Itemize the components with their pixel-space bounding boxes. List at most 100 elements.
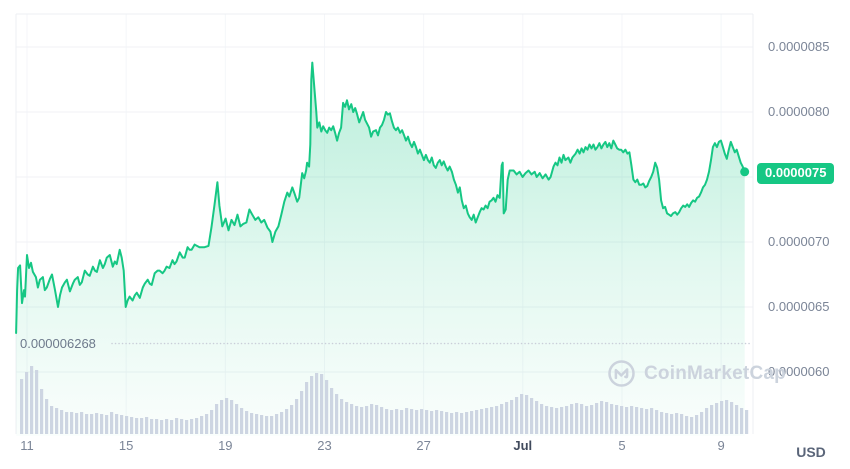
volume-bar (455, 412, 459, 434)
volume-bar (540, 404, 544, 434)
volume-bar (610, 404, 614, 434)
volume-bar (630, 406, 634, 434)
volume-bar (740, 408, 744, 434)
volume-bar (635, 407, 639, 434)
volume-bar (60, 410, 64, 434)
volume-bar (375, 405, 379, 434)
watermark-text: CoinMarketCap (644, 363, 786, 384)
volume-bar (460, 413, 464, 434)
volume-bar (585, 406, 589, 434)
volume-bar (705, 408, 709, 434)
volume-bar (80, 412, 84, 434)
volume-bar (640, 408, 644, 434)
volume-bar (495, 406, 499, 434)
volume-bar (280, 412, 284, 434)
volume-bar (35, 370, 39, 434)
volume-bar (525, 395, 529, 434)
volume-bar (665, 413, 669, 434)
volume-bar (500, 404, 504, 434)
volume-bar (620, 406, 624, 434)
volume-bar (590, 405, 594, 434)
volume-bar (170, 420, 174, 434)
volume-bar (735, 405, 739, 434)
volume-bar (700, 412, 704, 434)
volume-bar (130, 417, 134, 434)
volume-bar (465, 412, 469, 434)
volume-bar (655, 410, 659, 434)
volume-bar (175, 418, 179, 434)
volume-bar (310, 376, 314, 434)
volume-bar (420, 409, 424, 434)
volume-bar (160, 420, 164, 434)
volume-bar (550, 407, 554, 434)
y-tick-label: 0.0000060 (768, 364, 830, 379)
volume-bar (95, 413, 99, 434)
volume-bar (235, 404, 239, 434)
volume-bar (535, 401, 539, 434)
volume-bar (475, 410, 479, 434)
volume-bar (385, 409, 389, 434)
volume-bar (675, 413, 679, 434)
volume-bar (365, 406, 369, 434)
volume-bar (410, 409, 414, 434)
volume-bar (45, 399, 49, 434)
volume-bar (510, 400, 514, 434)
volume-bar (300, 391, 304, 434)
volume-bar (595, 403, 599, 434)
volume-bar (315, 373, 319, 434)
volume-bar (565, 406, 569, 434)
volume-bar (615, 405, 619, 434)
volume-bar (40, 389, 44, 434)
volume-bar (255, 414, 259, 434)
volume-bar (505, 402, 509, 434)
volume-bar (570, 404, 574, 434)
volume-bar (275, 414, 279, 434)
volume-bar (195, 418, 199, 434)
volume-bar (270, 416, 274, 434)
volume-bar (180, 419, 184, 434)
volume-bar (20, 379, 24, 434)
volume-bar (335, 394, 339, 434)
volume-bar (290, 405, 294, 434)
volume-bar (75, 413, 79, 434)
x-tick-label: 15 (118, 438, 134, 453)
volume-bar (360, 407, 364, 434)
volume-bar (520, 394, 524, 434)
y-tick-label: 0.0000080 (768, 104, 830, 119)
volume-bar (135, 418, 139, 434)
volume-bar (715, 403, 719, 434)
volume-bar (50, 406, 54, 434)
volume-bar (695, 415, 699, 434)
volume-bar (330, 388, 334, 434)
volume-bar (380, 407, 384, 434)
volume-bar (305, 382, 309, 434)
volume-bar (530, 398, 534, 434)
volume-bar (725, 400, 729, 434)
volume-bar (605, 402, 609, 434)
volume-bar (340, 399, 344, 434)
volume-bar (720, 401, 724, 434)
volume-bar (65, 412, 69, 434)
x-tick-label: 9 (717, 438, 725, 453)
volume-bar (400, 410, 404, 434)
volume-bar (110, 412, 114, 434)
price-line (15, 61, 746, 334)
volume-bar (625, 407, 629, 434)
volume-bar (265, 416, 269, 434)
current-price-badge: 0.0000075 (757, 163, 835, 184)
y-tick-label: 0.0000070 (768, 234, 830, 249)
volume-bar (745, 410, 749, 434)
volume-bar (435, 410, 439, 434)
volume-bar (650, 408, 654, 434)
volume-bar (205, 414, 209, 434)
volume-bar (55, 408, 59, 434)
y-tick-label: 0.0000085 (768, 39, 830, 54)
volume-bar (285, 409, 289, 434)
volume-bar (155, 419, 159, 434)
volume-bar (215, 404, 219, 434)
volume-bar (225, 398, 229, 434)
volume-bar (70, 412, 74, 434)
volume-bar (120, 415, 124, 434)
